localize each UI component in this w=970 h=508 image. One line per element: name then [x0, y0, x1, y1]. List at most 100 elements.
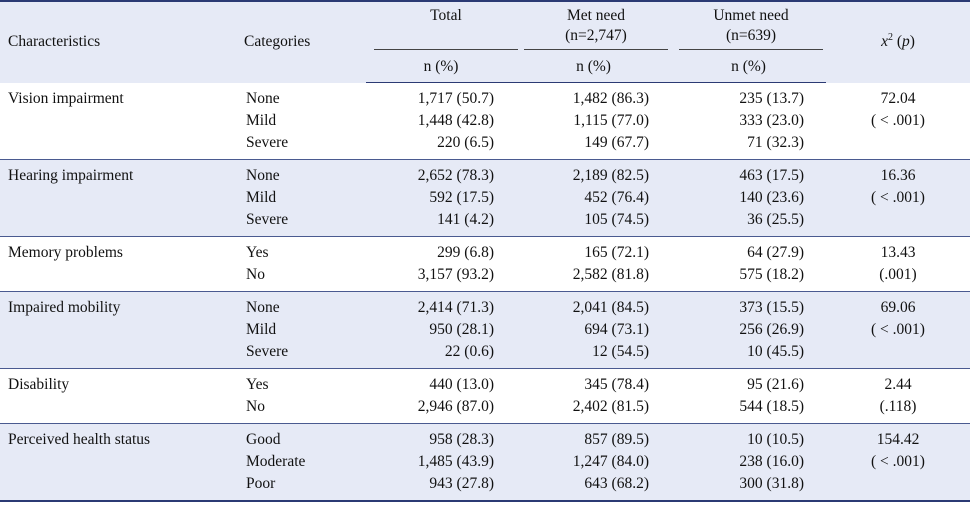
cell-unmet: 238 (16.0): [671, 451, 826, 473]
cell-chi-square: [826, 132, 970, 160]
cell-unmet: 36 (25.5): [671, 209, 826, 237]
table-header: Characteristics Categories Total Met nee…: [0, 1, 970, 83]
table-group: Impaired mobility None 2,414 (71.3) 2,041 (…: [0, 291, 970, 369]
header-chi-p: p: [902, 33, 910, 51]
cell-characteristic: Impaired mobility: [0, 291, 236, 319]
table-row: Perceived health status Good 958 (28.3) 857…: [0, 423, 970, 451]
cell-met: 857 (89.5): [516, 423, 671, 451]
cell-unmet: 235 (13.7): [739, 90, 804, 107]
cell-characteristic: Vision impairment: [8, 89, 124, 107]
cell-total: 943 (27.8): [366, 473, 516, 501]
cell-category: Moderate: [236, 451, 366, 473]
table-row: Vision impairment None 1,717 (50.7) 1,482 (…: [0, 83, 970, 111]
cell-unmet: 373 (15.5): [671, 291, 826, 319]
cell-unmet: 140 (23.6): [671, 187, 826, 209]
cell-chi-square: 16.36: [826, 159, 970, 187]
unit-unmet: n (%): [671, 54, 826, 83]
cell-chi-square: [826, 473, 970, 501]
cell-unmet: 544 (18.5): [739, 398, 804, 415]
cell-chi-square: (.118): [879, 398, 917, 415]
cell-met: 2,041 (84.5): [516, 291, 671, 319]
cell-category: Mild: [246, 112, 277, 129]
cell-chi-square: 154.42: [826, 423, 970, 451]
cell-met: 694 (73.1): [516, 319, 671, 341]
table-row: Severe 141 (4.2) 105 (74.5) 36 (25.5): [0, 209, 970, 237]
table-row: Impaired mobility None 2,414 (71.3) 2,041 (…: [0, 291, 970, 319]
cell-met: 12 (54.5): [516, 341, 671, 369]
cell-category: Severe: [236, 341, 366, 369]
cell-met: 1,247 (84.0): [516, 451, 671, 473]
header-unmet-need-label: Unmet need: [713, 7, 789, 24]
cell-category: Yes: [246, 376, 269, 393]
cell-unmet: 463 (17.5): [671, 159, 826, 187]
cell-total: 141 (4.2): [366, 209, 516, 237]
cell-characteristic: [0, 110, 236, 132]
cell-chi-square: ( < .001): [826, 451, 970, 473]
cell-characteristic: [0, 132, 236, 160]
cell-category: None: [236, 291, 366, 319]
cell-met: 643 (68.2): [516, 473, 671, 501]
cell-total: 3,157 (93.2): [417, 266, 494, 283]
header-total: Total: [366, 1, 518, 54]
cell-characteristic: [0, 396, 236, 424]
cell-total: 220 (6.5): [437, 134, 494, 151]
cell-total: 2,946 (87.0): [417, 398, 494, 415]
cell-total: 1,717 (50.7): [417, 90, 494, 107]
table-group: Disability Yes 440 (13.0) 345 (78.4) 95 (21.…: [0, 369, 970, 424]
cell-category: Yes: [246, 244, 269, 261]
cell-unmet: 300 (31.8): [671, 473, 826, 501]
cell-chi-square: [826, 209, 970, 237]
cell-unmet: 575 (18.2): [739, 266, 804, 283]
cell-category: No: [246, 266, 265, 283]
cell-category: None: [236, 159, 366, 187]
table-row: Memory problems Yes 299 (6.8) 165 (72.1) 64 …: [0, 237, 970, 265]
cell-category: No: [246, 398, 265, 415]
cell-category: Poor: [236, 473, 366, 501]
cell-met: 1,115 (77.0): [573, 112, 649, 129]
header-characteristics: Characteristics: [0, 1, 236, 83]
cell-unmet: 71 (32.3): [747, 134, 804, 151]
cell-met: 1,482 (86.3): [572, 90, 649, 107]
unit-met: n (%): [516, 54, 671, 83]
cell-chi-square: 72.04: [880, 89, 916, 107]
table-row: No 2,946 (87.0) 2,402 (81.5) 544 (18.5) (.11…: [0, 396, 970, 424]
cell-chi-square: [826, 341, 970, 369]
header-chi-x: x: [881, 33, 888, 51]
cell-unmet: 64 (27.9): [747, 244, 804, 261]
cell-met: 452 (76.4): [516, 187, 671, 209]
header-chi-sup: 2: [887, 32, 893, 44]
header-unmet-need-n: (n=639): [725, 27, 777, 44]
cell-met: 165 (72.1): [584, 244, 649, 261]
header-categories: Categories: [236, 1, 366, 83]
table-group: Hearing impairment None 2,652 (78.3) 2,189 …: [0, 159, 970, 237]
cell-total: 440 (13.0): [429, 376, 494, 393]
cell-total: 22 (0.6): [366, 341, 516, 369]
cell-characteristic: [0, 341, 236, 369]
cell-total: 1,448 (42.8): [417, 112, 494, 129]
cell-unmet: 10 (45.5): [671, 341, 826, 369]
cell-total: 958 (28.3): [366, 423, 516, 451]
table-row: Mild 592 (17.5) 452 (76.4) 140 (23.6)( < .0…: [0, 187, 970, 209]
cell-characteristic: [0, 473, 236, 501]
cell-characteristic: [0, 319, 236, 341]
cell-met: 2,402 (81.5): [572, 398, 649, 415]
cell-category: None: [246, 89, 280, 107]
header-met-need-label: Met need: [566, 7, 626, 24]
table-row: Disability Yes 440 (13.0) 345 (78.4) 95 (21.…: [0, 369, 970, 397]
header-met-need: Met need (n=2,747): [516, 1, 671, 54]
cell-met: 345 (78.4): [584, 376, 649, 393]
cell-category: Severe: [236, 209, 366, 237]
cell-chi-square: ( < .001): [826, 319, 970, 341]
header-total-label: Total: [430, 7, 462, 24]
cell-unmet: 95 (21.6): [747, 376, 804, 393]
table-row: Mild 950 (28.1) 694 (73.1) 256 (26.9)( < .0…: [0, 319, 970, 341]
cell-total: 950 (28.1): [366, 319, 516, 341]
cell-chi-square: (.001): [879, 266, 917, 283]
cell-category: Good: [236, 423, 366, 451]
header-met-need-n: (n=2,747): [565, 27, 627, 44]
table-row: Severe 22 (0.6) 12 (54.5) 10 (45.5): [0, 341, 970, 369]
table-row: Severe 220 (6.5) 149 (67.7) 71 (32.3): [0, 132, 970, 160]
cell-category: Severe: [246, 134, 289, 151]
cell-chi-square: 13.43: [880, 244, 916, 261]
